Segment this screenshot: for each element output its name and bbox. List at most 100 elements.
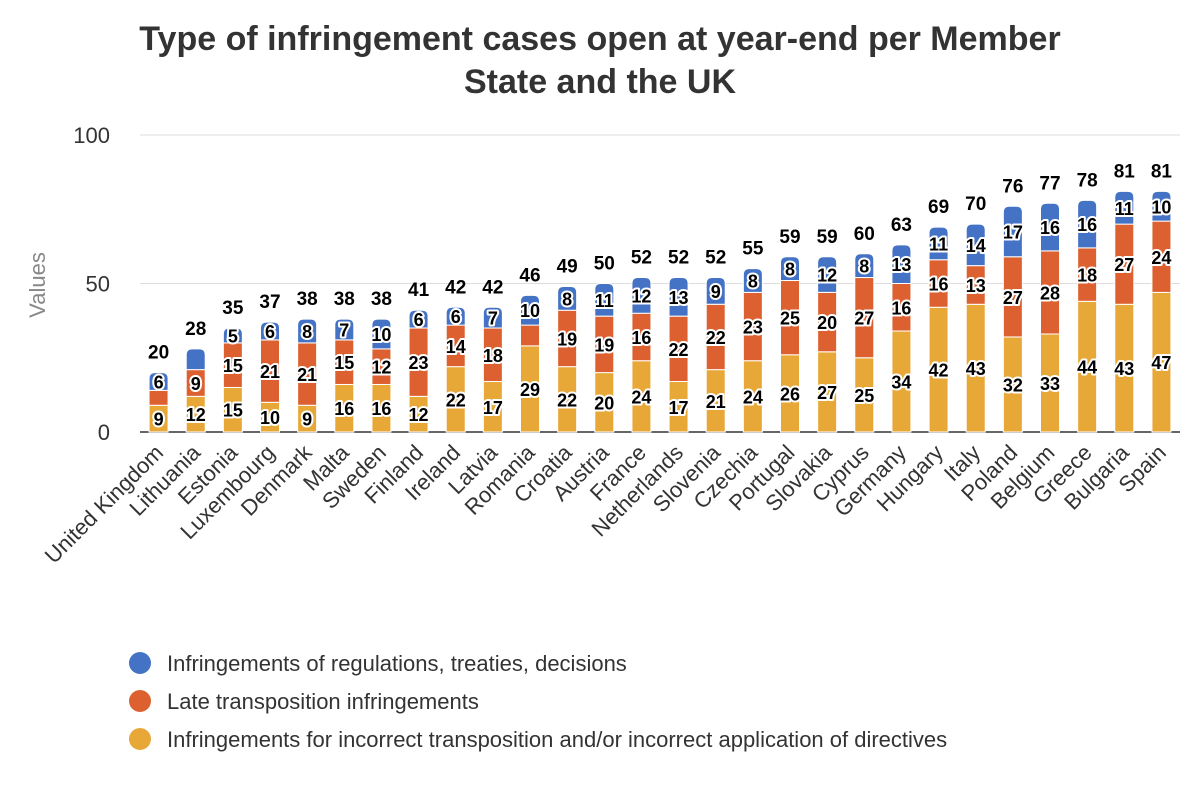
segment-data-label: 8: [302, 322, 312, 342]
total-data-label: 49: [557, 256, 578, 277]
bar-segment[interactable]: [260, 321, 280, 341]
legend: Infringements of regulations, treaties, …: [129, 651, 947, 752]
bar-segment[interactable]: [817, 256, 838, 293]
bar-segment[interactable]: [222, 327, 243, 344]
segment-data-label: 10: [260, 408, 280, 428]
total-data-label: 20: [148, 343, 169, 364]
bar-segment[interactable]: [631, 277, 652, 314]
segment-data-label: 20: [594, 393, 614, 413]
segment-data-label: 12: [631, 286, 651, 306]
segment-data-label: 13: [891, 255, 911, 275]
legend-label[interactable]: Infringements for incorrect transpositio…: [167, 727, 947, 752]
bar-segment[interactable]: [297, 318, 318, 344]
bar-segment[interactable]: [965, 223, 986, 267]
segment-data-label: 11: [1115, 199, 1134, 219]
y-tick-label: 50: [86, 272, 110, 297]
segment-data-label: 23: [409, 353, 429, 373]
segment-data-label: 17: [1003, 223, 1023, 243]
segment-data-label: 16: [1040, 218, 1060, 238]
bar-segment[interactable]: [334, 318, 355, 341]
segment-data-label: 19: [557, 329, 577, 349]
legend-marker: [129, 728, 151, 750]
bar-segment[interactable]: [594, 283, 615, 317]
segment-data-label: 33: [1040, 374, 1060, 394]
bar-segment[interactable]: [668, 277, 689, 317]
segment-data-label: 26: [780, 384, 800, 404]
segment-data-label: 43: [966, 359, 986, 379]
segment-data-label: 11: [929, 234, 948, 254]
segment-data-label: 8: [859, 257, 869, 277]
bar-segment[interactable]: [780, 256, 800, 282]
bar-segment[interactable]: [742, 268, 763, 293]
legend-marker: [129, 652, 151, 674]
grid-lines: [140, 134, 1180, 433]
bar-segment[interactable]: [185, 348, 206, 371]
total-data-label: 59: [779, 227, 800, 248]
bar-segment[interactable]: [371, 318, 392, 350]
total-data-label: 59: [817, 227, 838, 248]
segment-data-label: 12: [817, 266, 837, 286]
total-data-label: 35: [222, 298, 244, 319]
segment-data-label: 27: [854, 309, 874, 329]
total-data-label: 42: [482, 277, 503, 298]
segment-data-label: 22: [557, 390, 577, 410]
segment-data-label: 16: [1077, 215, 1097, 235]
segment-data-label: 25: [780, 309, 800, 329]
segment-data-label: 21: [297, 365, 317, 385]
bar-segment[interactable]: [557, 285, 578, 311]
total-data-label: 78: [1077, 170, 1098, 191]
total-data-label: 77: [1039, 173, 1060, 194]
legend-label[interactable]: Late transposition infringements: [167, 689, 479, 714]
segment-data-label: 24: [631, 387, 651, 407]
segment-data-label: 17: [669, 398, 689, 418]
segment-data-label: 9: [302, 410, 312, 430]
bar-segment[interactable]: [854, 253, 875, 279]
total-data-label: 46: [519, 265, 540, 286]
bar-segment[interactable]: [705, 277, 726, 305]
segment-data-label: 43: [1114, 359, 1134, 379]
segment-data-label: 14: [966, 236, 986, 256]
bar-segment[interactable]: [520, 294, 540, 326]
total-data-label: 70: [965, 194, 986, 215]
total-data-label: 55: [742, 239, 764, 260]
chart-title-line-2: State and the UK: [464, 63, 736, 101]
total-data-label: 38: [334, 289, 355, 310]
segment-data-label: 21: [706, 392, 726, 412]
segment-data-label: 13: [669, 288, 689, 308]
bar-segment[interactable]: [408, 309, 429, 329]
bar-segment[interactable]: [148, 389, 169, 406]
segment-data-label: 6: [414, 310, 424, 330]
segment-data-label: 9: [711, 282, 721, 302]
bar-segment[interactable]: [928, 226, 949, 261]
total-data-label: 38: [371, 289, 392, 310]
bar-segment[interactable]: [482, 306, 503, 329]
segment-data-label: 20: [817, 313, 837, 333]
segment-data-label: 9: [154, 410, 164, 430]
total-data-label: 38: [297, 289, 318, 310]
total-data-label: 69: [928, 197, 949, 218]
bar-segment[interactable]: [1077, 199, 1098, 249]
bar-segment[interactable]: [1114, 190, 1135, 225]
total-data-label: 41: [408, 280, 430, 301]
bar-segment[interactable]: [1040, 202, 1060, 252]
segment-data-label: 8: [562, 289, 572, 309]
total-data-label: 60: [854, 224, 875, 245]
segment-data-label: 10: [520, 301, 540, 321]
legend-label[interactable]: Infringements of regulations, treaties, …: [167, 651, 627, 676]
segment-data-label: 22: [446, 390, 466, 410]
segment-labels: 9612915155102169218161571612101223622146…: [152, 195, 1174, 431]
bar-segment[interactable]: [520, 324, 540, 347]
segment-data-label: 15: [223, 356, 243, 376]
segment-data-label: 21: [260, 362, 280, 382]
bar-segment[interactable]: [891, 244, 912, 284]
segment-data-label: 24: [743, 387, 763, 407]
segment-data-label: 32: [1003, 375, 1023, 395]
segment-data-label: 15: [334, 353, 354, 373]
bar-segment[interactable]: [148, 372, 169, 391]
bar-segment[interactable]: [445, 306, 466, 326]
bar-segment[interactable]: [1151, 190, 1172, 222]
segment-data-label: 14: [446, 337, 466, 357]
bar-segment[interactable]: [1002, 205, 1023, 258]
segment-data-label: 7: [339, 321, 349, 341]
